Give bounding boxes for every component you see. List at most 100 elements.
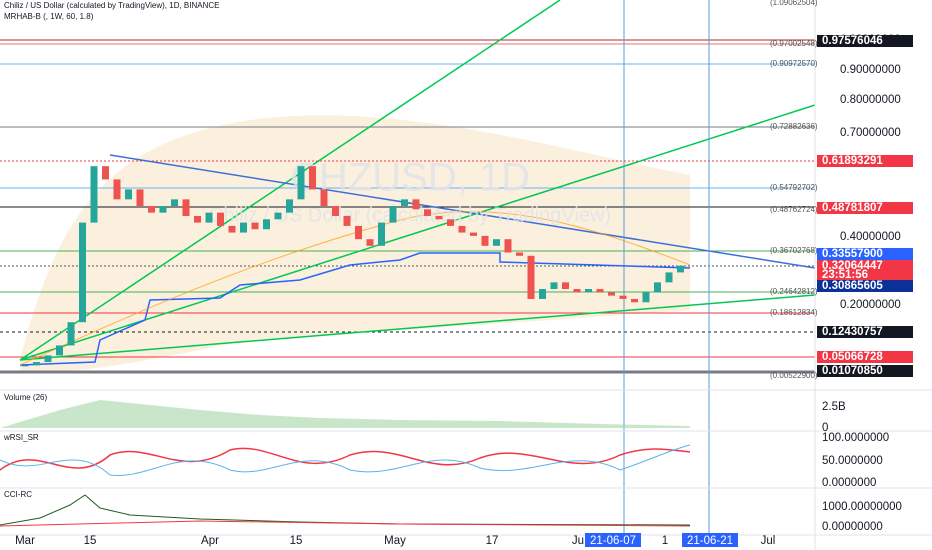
price-marker — [817, 351, 913, 363]
candle — [90, 166, 98, 223]
price-tick-label: 0.90000000 — [840, 64, 901, 76]
candle — [539, 289, 546, 299]
candle — [550, 282, 558, 289]
fib-label: (0.54792702) — [770, 183, 818, 192]
candle — [631, 298, 638, 303]
candle — [79, 222, 86, 323]
candle — [424, 209, 431, 216]
candle — [401, 199, 408, 206]
price-marker — [817, 248, 913, 260]
candle — [378, 222, 385, 246]
candle — [412, 199, 420, 210]
candle — [585, 289, 592, 293]
wrsi-line — [0, 447, 691, 471]
price-marker — [817, 269, 913, 281]
candle — [366, 239, 374, 246]
time-marker — [585, 533, 641, 547]
pane-axis-label: 2.5B — [822, 401, 846, 413]
wrsi-signal — [0, 444, 691, 476]
candle — [113, 179, 121, 200]
price-marker-label: 0.01070850 — [822, 365, 883, 377]
pane-title: Volume (26) — [4, 393, 47, 402]
time-tick-label: Mar — [15, 535, 35, 547]
candle — [240, 222, 247, 233]
price-marker-label: 23:51:56 — [822, 269, 868, 281]
pane-axis-label: 0.00000000 — [822, 521, 883, 533]
trend-line — [19, 0, 561, 361]
price-marker — [817, 280, 913, 292]
candle — [516, 252, 523, 256]
time-tick-label: May — [384, 535, 406, 547]
candle — [102, 166, 109, 180]
time-marker — [682, 533, 738, 547]
candle — [159, 206, 167, 213]
time-tick-label: Ju — [572, 535, 584, 547]
price-marker-label: 0.61893291 — [822, 155, 883, 167]
watermark-symbol: CHZUSD, 1D — [290, 156, 530, 200]
candle — [194, 215, 201, 223]
overlay: 1.000000000.900000000.800000000.70000000… — [3, 0, 913, 547]
candle — [67, 322, 75, 346]
candle — [504, 239, 512, 253]
candle — [125, 189, 132, 200]
indicator-label: MRHAB-B (, 1W, 60, 1.8) — [4, 12, 94, 21]
pane-axis-label: 100.0000000 — [822, 432, 889, 444]
price-marker — [817, 155, 913, 167]
pane-axis-label: 0 — [822, 422, 828, 434]
time-tick-label: 21-06-21 — [687, 535, 733, 547]
fib-label: (0.24642812) — [770, 287, 818, 296]
fib-label: (0.00522900) — [770, 371, 818, 380]
price-marker-label: 0.05066728 — [822, 351, 883, 363]
candle — [596, 289, 604, 293]
chart-title: Chiliz / US Dollar (calculated by Tradin… — [4, 1, 219, 10]
candle — [458, 225, 466, 233]
candle — [332, 206, 339, 216]
candle — [654, 282, 661, 293]
watermark-description: Chiliz / US Dollar (calculated by Tradin… — [209, 204, 611, 226]
fib-label: (0.18612834) — [770, 308, 818, 317]
fib-label: (1.09062504) — [770, 0, 818, 7]
pane-title: CCI-RC — [4, 490, 32, 499]
candle — [309, 166, 316, 190]
price-marker — [817, 365, 913, 377]
pane-axis-label: 0.0000000 — [822, 477, 876, 489]
candle — [447, 219, 454, 226]
candle — [355, 225, 362, 240]
candle — [470, 232, 477, 236]
pane-axis-label: 1000.00000000 — [822, 501, 902, 513]
candle — [297, 166, 305, 200]
price-marker-label: 0.97576046 — [822, 35, 883, 47]
candle — [343, 215, 351, 226]
price-marker-label: 0.30865605 — [822, 280, 883, 292]
fib-label: (0.90972570) — [770, 59, 818, 68]
candle — [21, 365, 29, 367]
candle — [56, 345, 63, 356]
candle — [677, 265, 684, 273]
price-tick-label: 0.20000000 — [840, 299, 901, 311]
time-tick-label: Apr — [201, 535, 219, 547]
candle — [608, 292, 615, 296]
candle — [481, 235, 489, 246]
candle — [171, 199, 178, 206]
price-tick-label: 0.80000000 — [840, 94, 901, 106]
cloud-band — [20, 115, 690, 373]
candle — [562, 282, 569, 289]
time-tick-label: 15 — [290, 535, 303, 547]
price-marker — [817, 202, 913, 214]
candle — [665, 272, 673, 283]
fib-label: (0.72882636) — [770, 122, 818, 131]
fib-label: (0.48762724) — [770, 205, 818, 214]
candle — [286, 199, 293, 213]
trend-line — [19, 294, 816, 361]
cci-signal — [0, 520, 691, 527]
price-marker-label: 0.48781807 — [822, 202, 883, 214]
volume-area — [0, 400, 690, 428]
candle — [619, 295, 627, 299]
pane-axis-label: 50.0000000 — [822, 455, 883, 467]
candle — [573, 289, 581, 293]
step-line — [19, 252, 691, 366]
moving-average — [19, 211, 691, 366]
candle — [44, 355, 52, 363]
